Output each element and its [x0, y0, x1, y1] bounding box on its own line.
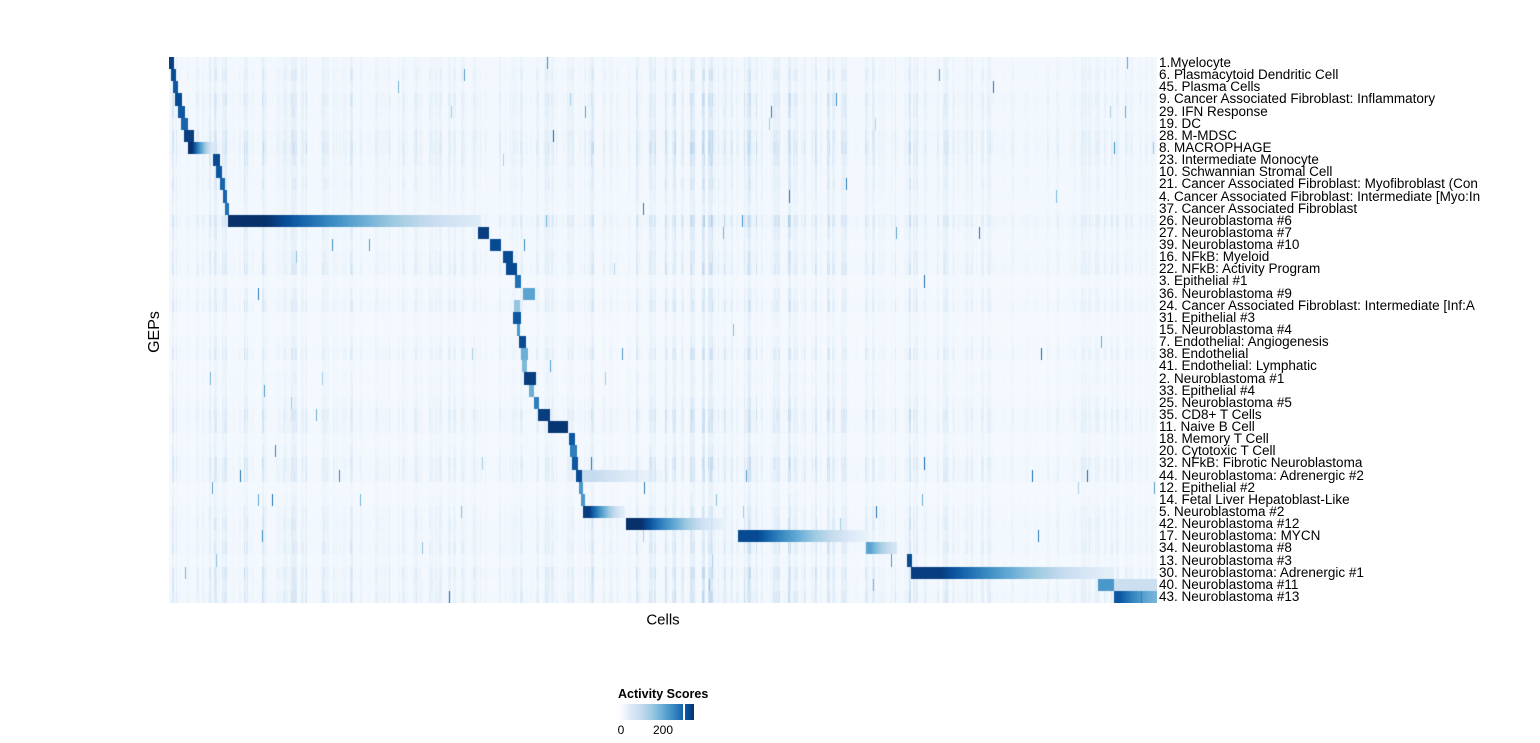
- row-label: 12. Epithelial #2: [1159, 479, 1256, 495]
- row-label: 27. Neuroblastoma #7: [1159, 224, 1292, 240]
- row-label: 20. Cytotoxic T Cell: [1159, 443, 1276, 459]
- row-label: 25. Neuroblastoma #5: [1159, 394, 1292, 410]
- row-label: 28. M-MDSC: [1159, 127, 1238, 143]
- legend-tick-mark-200: [683, 704, 685, 720]
- row-label: 7. Endothelial: Angiogenesis: [1159, 334, 1329, 350]
- row-label: 42. Neuroblastoma #12: [1159, 516, 1300, 532]
- row-label: 10. Schwannian Stromal Cell: [1159, 164, 1333, 180]
- row-label: 1.Myelocyte: [1159, 55, 1232, 71]
- row-label: 45. Plasma Cells: [1159, 79, 1261, 95]
- row-label: 34. Neuroblastoma #8: [1159, 540, 1292, 556]
- row-label: 6. Plasmacytoid Dendritic Cell: [1159, 67, 1339, 83]
- x-axis-label: Cells: [646, 611, 680, 629]
- row-label: 35. CD8+ T Cells: [1159, 406, 1262, 422]
- row-label: 2. Neuroblastoma #1: [1159, 370, 1285, 386]
- row-label: 32. NFkB: Fibrotic Neuroblastoma: [1159, 455, 1363, 471]
- row-label: 9. Cancer Associated Fibroblast: Inflamm…: [1159, 91, 1436, 107]
- row-label: 23. Intermediate Monocyte: [1159, 152, 1319, 168]
- row-label: 14. Fetal Liver Hepatoblast-Like: [1159, 491, 1350, 507]
- row-label: 22. NFkB: Activity Program: [1159, 261, 1321, 277]
- row-label: 21. Cancer Associated Fibroblast: Myofib…: [1159, 176, 1478, 192]
- legend-title: Activity Scores: [618, 687, 709, 701]
- row-label: 39. Neuroblastoma #10: [1159, 237, 1300, 253]
- row-label: 19. DC: [1159, 115, 1202, 131]
- row-label: 31. Epithelial #3: [1159, 309, 1256, 325]
- row-label: 15. Neuroblastoma #4: [1159, 322, 1292, 337]
- row-label: 24. Cancer Associated Fibroblast: Interm…: [1159, 297, 1475, 313]
- legend-colorbar: [618, 704, 694, 720]
- row-label: 38. Endothelial: [1159, 346, 1249, 362]
- y-axis-label: GEPs: [146, 311, 163, 353]
- row-label: 17. Neuroblastoma: MYCN: [1159, 528, 1321, 544]
- row-label: 43. Neuroblastoma #13: [1159, 588, 1300, 604]
- row-label: 26. Neuroblastoma #6: [1159, 212, 1292, 228]
- row-label: 11. Naive B Cell: [1159, 419, 1255, 435]
- row-label: 41. Endothelial: Lymphatic: [1159, 358, 1317, 374]
- row-label: 8. MACROPHAGE: [1159, 140, 1272, 155]
- row-label: 18. Memory T Cell: [1159, 431, 1269, 447]
- row-label: 16. NFkB: Myeloid: [1159, 249, 1270, 265]
- row-label: 29. IFN Response: [1159, 103, 1268, 119]
- row-label: 30. Neuroblastoma: Adrenergic #1: [1159, 564, 1364, 580]
- row-label: 3. Epithelial #1: [1159, 273, 1248, 289]
- row-label: 37. Cancer Associated Fibroblast: [1159, 200, 1358, 216]
- row-label: 33. Epithelial #4: [1159, 382, 1256, 398]
- row-label: 40. Neuroblastoma #11: [1159, 576, 1299, 592]
- row-label: 13. Neuroblastoma #3: [1159, 552, 1292, 568]
- row-label: 4. Cancer Associated Fibroblast: Interme…: [1159, 188, 1481, 204]
- heatmap-canvas: [169, 57, 1157, 603]
- legend-tick-label-200: 200: [652, 723, 674, 737]
- row-label: 44. Neuroblastoma: Adrenergic #2: [1159, 467, 1364, 483]
- row-label: 5. Neuroblastoma #2: [1159, 504, 1285, 519]
- row-label: 36. Neuroblastoma #9: [1159, 285, 1292, 301]
- legend-tick-label-0: 0: [617, 723, 625, 737]
